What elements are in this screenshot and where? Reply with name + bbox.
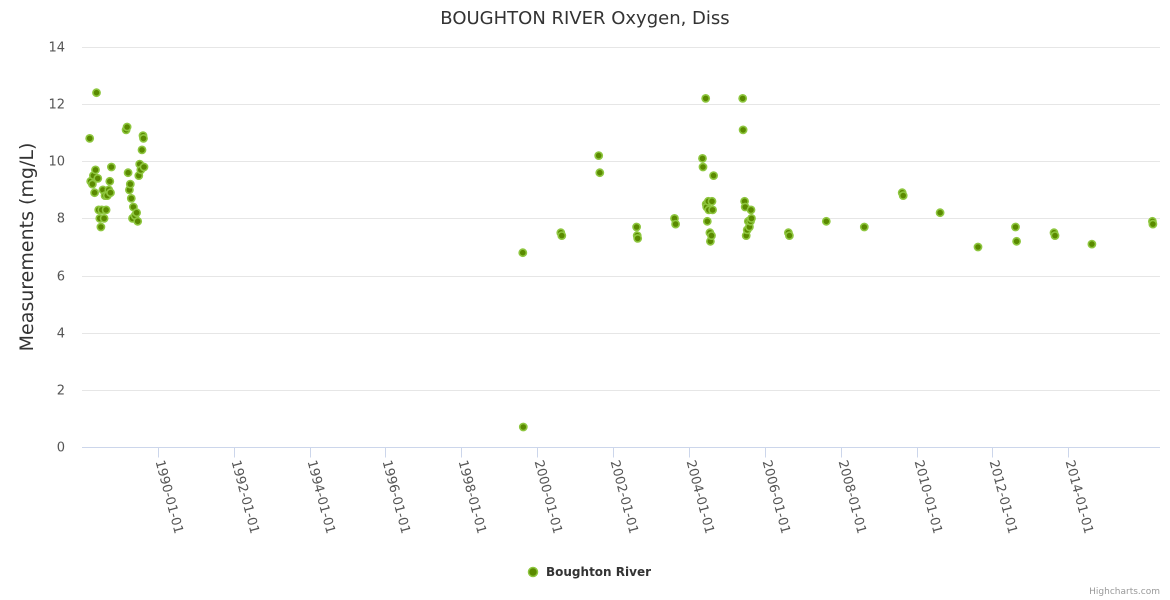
x-tick-label: 2014-01-01	[1062, 459, 1096, 536]
y-tick-label: 8	[57, 212, 65, 227]
series-boughton-river[interactable]	[85, 88, 1158, 432]
data-point[interactable]	[1012, 236, 1021, 246]
data-point[interactable]	[1148, 219, 1158, 229]
data-point[interactable]	[698, 153, 707, 163]
data-point[interactable]	[632, 222, 641, 232]
data-point[interactable]	[821, 216, 831, 226]
x-tick-label: 1992-01-01	[228, 459, 262, 536]
y-tick-label: 12	[48, 98, 65, 113]
data-point[interactable]	[1087, 239, 1097, 249]
x-tick-label: 1996-01-01	[379, 459, 413, 536]
data-point[interactable]	[107, 162, 116, 172]
y-tick-label: 2	[57, 384, 65, 399]
data-point[interactable]	[126, 193, 136, 203]
x-tick-label: 1990-01-01	[152, 459, 186, 536]
y-axis-ticks: 0 2 4 6 8 10 12 14	[48, 41, 65, 456]
data-point[interactable]	[898, 191, 908, 200]
data-point[interactable]	[707, 231, 716, 240]
data-point[interactable]	[702, 216, 712, 226]
data-point[interactable]	[708, 205, 717, 215]
y-tick-label: 4	[57, 327, 65, 342]
x-tick-label: 1998-01-01	[455, 459, 489, 536]
data-point[interactable]	[139, 162, 149, 172]
data-point[interactable]	[671, 219, 680, 229]
data-point[interactable]	[935, 208, 945, 218]
data-point[interactable]	[557, 231, 567, 240]
x-tick-label: 2012-01-01	[986, 459, 1020, 536]
data-point[interactable]	[594, 151, 604, 160]
data-point[interactable]	[1011, 222, 1020, 232]
data-point[interactable]	[106, 188, 115, 198]
data-point[interactable]	[698, 162, 708, 172]
data-point[interactable]	[85, 133, 95, 143]
data-point[interactable]	[859, 222, 869, 232]
chart-title: BOUGHTON RIVER Oxygen, Diss	[440, 8, 729, 29]
data-point[interactable]	[99, 213, 109, 223]
data-point[interactable]	[633, 233, 643, 243]
data-point[interactable]	[747, 213, 756, 223]
data-point[interactable]	[101, 205, 111, 215]
x-tick-label: 2004-01-01	[683, 459, 717, 536]
y-tick-label: 10	[48, 155, 65, 170]
x-tick-label: 2000-01-01	[531, 459, 565, 536]
data-point[interactable]	[738, 125, 748, 135]
data-point[interactable]	[92, 88, 101, 98]
data-point[interactable]	[137, 145, 147, 155]
x-tick-label: 2002-01-01	[607, 459, 641, 536]
data-point[interactable]	[132, 208, 141, 218]
y-tick-label: 6	[57, 270, 65, 285]
x-tick-label: 1994-01-01	[304, 459, 338, 536]
data-point[interactable]	[96, 222, 106, 232]
data-point[interactable]	[88, 179, 97, 189]
credits-link[interactable]: Highcharts.com	[1089, 587, 1160, 597]
data-point[interactable]	[139, 133, 148, 143]
data-point[interactable]	[1050, 231, 1060, 240]
data-point[interactable]	[122, 122, 132, 132]
x-tick-label: 2006-01-01	[759, 459, 793, 536]
data-point[interactable]	[595, 168, 605, 178]
y-axis-label: Measurements (mg/L)	[16, 143, 38, 352]
x-tick-label: 2010-01-01	[911, 459, 945, 536]
data-point[interactable]	[518, 248, 528, 258]
y-tick-label: 14	[48, 41, 65, 56]
data-point[interactable]	[93, 173, 103, 183]
data-point[interactable]	[90, 188, 99, 198]
data-point[interactable]	[701, 94, 711, 103]
data-point[interactable]	[738, 94, 748, 103]
data-point[interactable]	[133, 216, 143, 226]
data-point[interactable]	[709, 171, 718, 180]
data-point[interactable]	[105, 176, 115, 186]
legend-item[interactable]: Boughton River	[527, 565, 652, 579]
data-point[interactable]	[707, 196, 717, 206]
data-point[interactable]	[91, 165, 100, 175]
data-point[interactable]	[973, 242, 983, 252]
data-point[interactable]	[123, 168, 133, 178]
data-point[interactable]	[125, 179, 135, 189]
data-point[interactable]	[746, 205, 756, 215]
gridlines	[82, 47, 1160, 391]
legend-marker	[527, 566, 539, 578]
x-axis-ticks: 1990-01-01 1992-01-01 1994-01-01 1996-01-01…	[152, 447, 1096, 536]
legend-label: Boughton River	[546, 565, 651, 579]
data-point[interactable]	[518, 422, 528, 432]
y-tick-label: 0	[57, 441, 65, 456]
x-tick-label: 2008-01-01	[835, 459, 869, 536]
data-point[interactable]	[785, 231, 794, 240]
